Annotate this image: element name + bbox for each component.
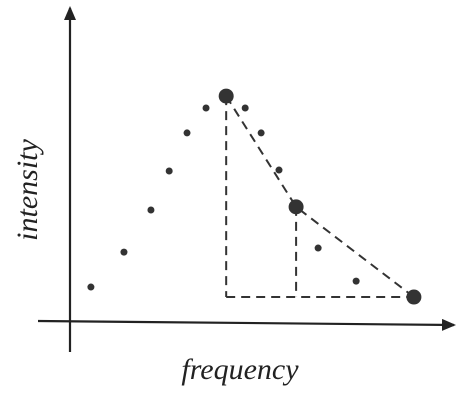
data-point [353, 278, 360, 285]
x-axis-label: frequency [181, 353, 299, 386]
data-point [203, 104, 210, 111]
key-point [289, 199, 304, 214]
data-point [315, 245, 322, 252]
data-point [258, 129, 265, 136]
x-axis [38, 321, 454, 325]
y-axis-label: intensity [11, 138, 44, 240]
data-point [242, 104, 249, 111]
chart: frequency intensity [0, 0, 464, 414]
data-point [166, 167, 173, 174]
key-point [406, 290, 421, 305]
dashed-connector [226, 96, 414, 297]
page: {"chart_data": {"type": "scatter", "x_la… [0, 0, 464, 414]
data-point [87, 284, 94, 291]
data-point [276, 167, 283, 174]
key-point [219, 89, 234, 104]
data-point [147, 206, 154, 213]
data-point [120, 249, 127, 256]
data-point [184, 129, 191, 136]
